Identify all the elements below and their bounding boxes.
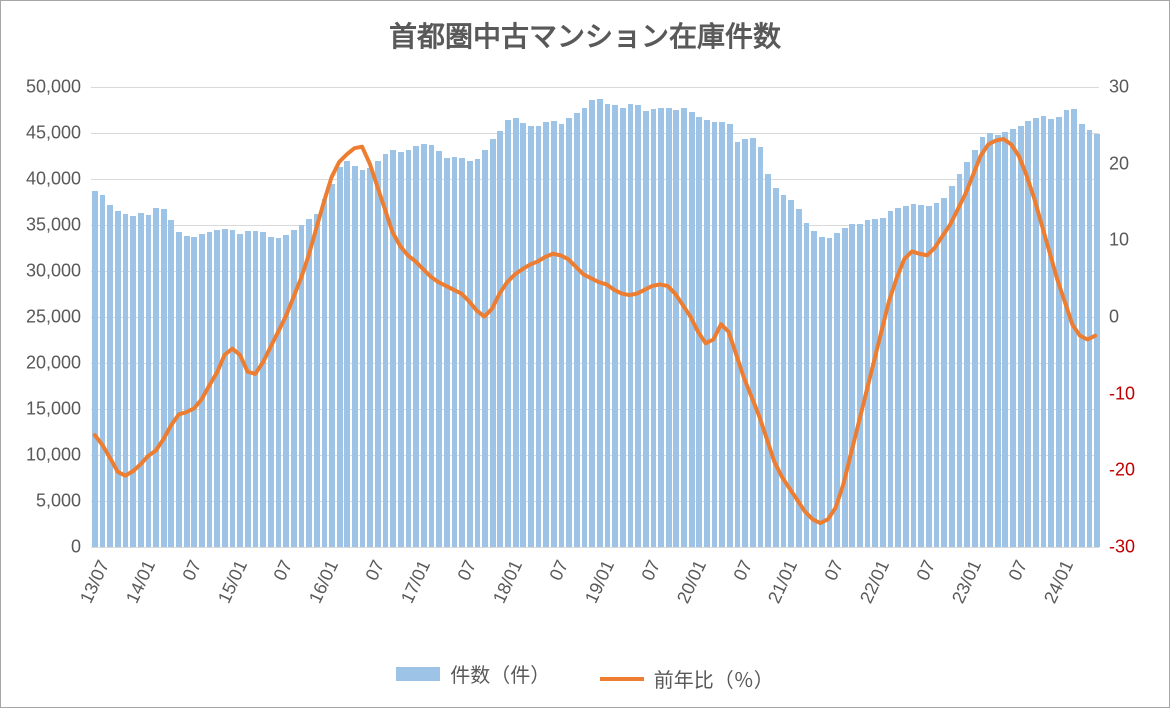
x-tick: 07 bbox=[913, 557, 940, 584]
x-tick: 07 bbox=[637, 557, 664, 584]
y-left-tick: 50,000 bbox=[26, 77, 91, 98]
bar-swatch-icon bbox=[396, 667, 440, 681]
x-tick: 18/01 bbox=[489, 557, 527, 607]
x-tick: 23/01 bbox=[948, 557, 986, 607]
x-tick: 15/01 bbox=[214, 557, 252, 607]
y-left-tick: 35,000 bbox=[26, 215, 91, 236]
plot-area: 05,00010,00015,00020,00025,00030,00035,0… bbox=[91, 87, 1099, 547]
x-tick: 24/01 bbox=[1040, 557, 1078, 607]
y-right-tick: -10 bbox=[1099, 383, 1135, 404]
x-tick: 07 bbox=[729, 557, 756, 584]
y-left-tick: 45,000 bbox=[26, 123, 91, 144]
x-tick: 16/01 bbox=[305, 557, 343, 607]
y-right-tick: -20 bbox=[1099, 460, 1135, 481]
x-tick: 07 bbox=[362, 557, 389, 584]
y-left-tick: 20,000 bbox=[26, 353, 91, 374]
y-right-tick: -30 bbox=[1099, 537, 1135, 558]
x-tick: 17/01 bbox=[397, 557, 435, 607]
yoy-line bbox=[95, 139, 1095, 523]
chart-title: 首都圏中古マンション在庫件数 bbox=[1, 1, 1169, 55]
legend-item-line: 前年比（％） bbox=[600, 664, 774, 693]
x-axis: 13/0714/010715/010716/010717/010718/0107… bbox=[91, 551, 1099, 661]
legend-item-bar: 件数（件） bbox=[396, 659, 550, 688]
y-right-tick: 20 bbox=[1099, 153, 1129, 174]
y-left-tick: 15,000 bbox=[26, 399, 91, 420]
y-right-tick: 10 bbox=[1099, 230, 1129, 251]
x-tick: 07 bbox=[178, 557, 205, 584]
legend-bar-label: 件数（件） bbox=[450, 659, 550, 688]
x-tick: 13/07 bbox=[76, 557, 114, 607]
line-swatch-icon bbox=[600, 677, 644, 681]
x-tick: 22/01 bbox=[856, 557, 894, 607]
x-tick: 20/01 bbox=[673, 557, 711, 607]
y-left-tick: 25,000 bbox=[26, 307, 91, 328]
x-tick: 07 bbox=[545, 557, 572, 584]
y-left-tick: 5,000 bbox=[36, 491, 91, 512]
y-right-tick: 0 bbox=[1099, 307, 1119, 328]
x-tick: 07 bbox=[454, 557, 481, 584]
y-right-tick: 30 bbox=[1099, 77, 1129, 98]
x-tick: 14/01 bbox=[122, 557, 160, 607]
legend-line-label: 前年比（％） bbox=[654, 664, 774, 693]
x-tick: 07 bbox=[821, 557, 848, 584]
chart-container: 首都圏中古マンション在庫件数 05,00010,00015,00020,0002… bbox=[0, 0, 1170, 708]
y-left-tick: 10,000 bbox=[26, 445, 91, 466]
line-series bbox=[91, 87, 1099, 546]
x-tick: 07 bbox=[270, 557, 297, 584]
y-left-tick: 40,000 bbox=[26, 169, 91, 190]
x-tick: 07 bbox=[1005, 557, 1032, 584]
x-tick: 19/01 bbox=[581, 557, 619, 607]
legend: 件数（件） 前年比（％） bbox=[1, 659, 1169, 693]
x-tick: 21/01 bbox=[764, 557, 802, 607]
y-left-tick: 0 bbox=[71, 537, 91, 558]
y-left-tick: 30,000 bbox=[26, 261, 91, 282]
